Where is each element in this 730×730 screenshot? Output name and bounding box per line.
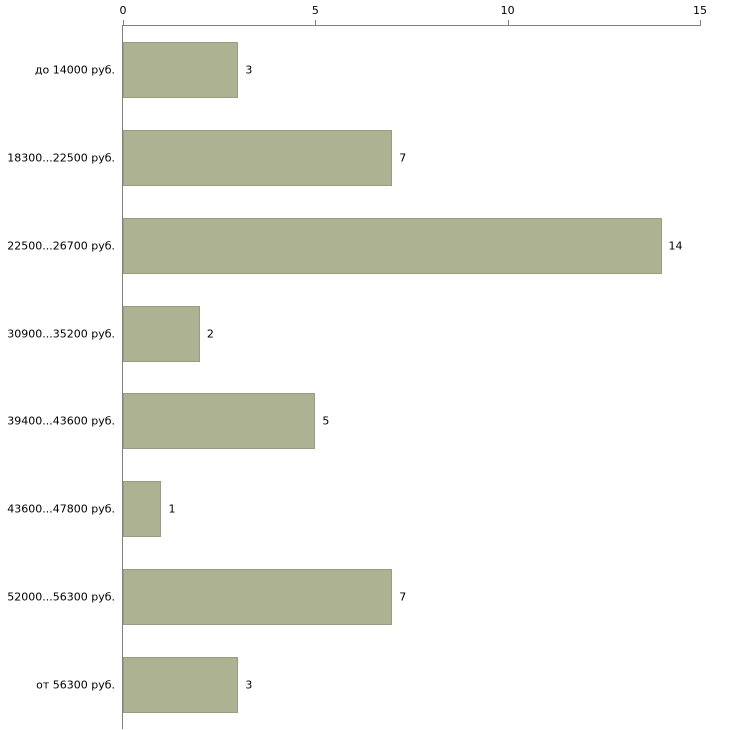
- bar: [123, 569, 393, 626]
- value-label: 7: [399, 151, 407, 165]
- bar-row: 18300...22500 руб. 7: [7, 114, 700, 202]
- bar-row: 22500...26700 руб. 14: [7, 202, 700, 290]
- x-axis-tick: [700, 20, 701, 26]
- bar-row: от 56300 руб. 3: [36, 641, 700, 729]
- value-label: 14: [668, 239, 683, 253]
- x-axis-tick-label: 15: [693, 4, 707, 17]
- value-label: 5: [322, 414, 330, 428]
- value-label: 7: [399, 590, 407, 604]
- bar: [123, 41, 239, 98]
- x-axis-tick: [315, 20, 317, 26]
- bar-row: 52000...56300 руб. 7: [7, 553, 700, 641]
- x-axis-tick: [507, 20, 509, 26]
- category-label: 39400...43600 руб.: [7, 414, 115, 428]
- value-label: 2: [206, 327, 214, 341]
- category-label: от 56300 руб.: [36, 678, 115, 692]
- bar: [123, 657, 239, 714]
- category-label: 18300...22500 руб.: [7, 151, 115, 165]
- bar: [123, 217, 662, 274]
- category-label: 22500...26700 руб.: [7, 239, 115, 253]
- bar-row: до 14000 руб. 3: [35, 26, 700, 114]
- category-label: до 14000 руб.: [34, 63, 115, 77]
- category-label: 30900...35200 руб.: [7, 327, 115, 341]
- bar-row: 30900...35200 руб. 2: [7, 290, 700, 378]
- bar: [123, 393, 316, 450]
- x-axis-tick-label: 5: [311, 4, 319, 17]
- bar: [123, 305, 200, 362]
- x-axis-tick-label: 0: [119, 4, 127, 17]
- plot-area: 0 5 10 15 до 14000 руб. 3 18300...22500 руб. 7 2…: [7, 4, 707, 729]
- bar-row: 43600...47800 руб. 1: [7, 465, 700, 553]
- category-label: 43600...47800 руб.: [7, 502, 115, 516]
- category-label: 52000...56300 руб.: [7, 590, 115, 604]
- x-axis-tick-label: 10: [500, 4, 515, 17]
- value-label: 3: [245, 678, 253, 692]
- bar: [123, 129, 393, 186]
- bar: [123, 481, 162, 538]
- value-label: 1: [168, 502, 176, 516]
- value-label: 3: [245, 63, 253, 77]
- bar-row: 39400...43600 руб. 5: [7, 378, 700, 466]
- x-axis-tick: [123, 20, 124, 26]
